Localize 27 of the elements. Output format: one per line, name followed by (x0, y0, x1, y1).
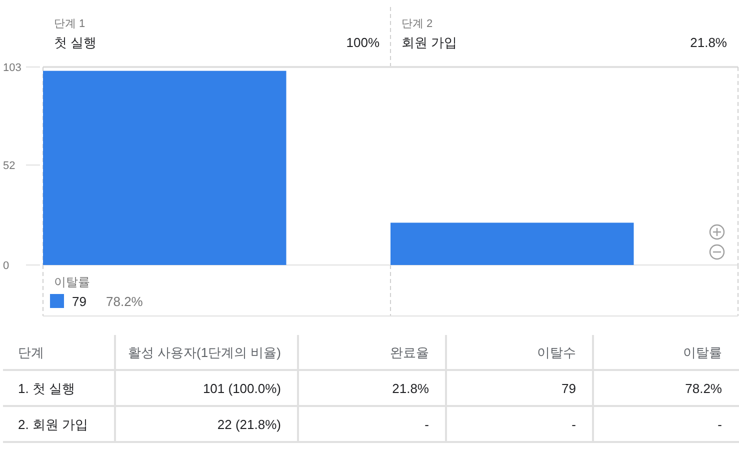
dropoff-rate: 78.2% (106, 294, 143, 309)
step-label: 단계 1 (54, 18, 86, 30)
table-header: 이탈수 (537, 345, 576, 360)
step-label: 단계 2 (402, 18, 433, 30)
table-header: 활성 사용자(1단계의 비율) (128, 345, 281, 360)
table-cell: - (424, 417, 429, 432)
table-cell: 21.8% (392, 381, 429, 396)
category: 첫 실행 (54, 35, 97, 50)
dropoff-count: 79 (72, 294, 86, 309)
table-header: 완료율 (390, 345, 429, 360)
dropoff-title: 이탈률 (54, 275, 90, 289)
table-cell: 101 (100.0%) (202, 381, 281, 396)
table-header: 이탈률 (683, 345, 722, 360)
table-cell: 78.2% (685, 381, 722, 396)
category: 회원 가입 (402, 35, 458, 50)
y-tick: 103 (3, 62, 22, 74)
y-tick: 0 (3, 260, 10, 272)
step-share: 100% (346, 35, 380, 50)
step-share: 21.8% (690, 35, 727, 50)
table-cell: - (572, 417, 576, 432)
table-cell: 79 (562, 381, 576, 396)
table-row-label: 1. 첫 실행 (18, 381, 76, 396)
table-cell: 22 (21.8%) (217, 417, 281, 432)
table-header: 단계 (18, 345, 44, 360)
y-tick: 52 (3, 160, 16, 172)
table-cell: - (718, 417, 722, 432)
table-row-label: 2. 회원 가입 (18, 417, 88, 432)
